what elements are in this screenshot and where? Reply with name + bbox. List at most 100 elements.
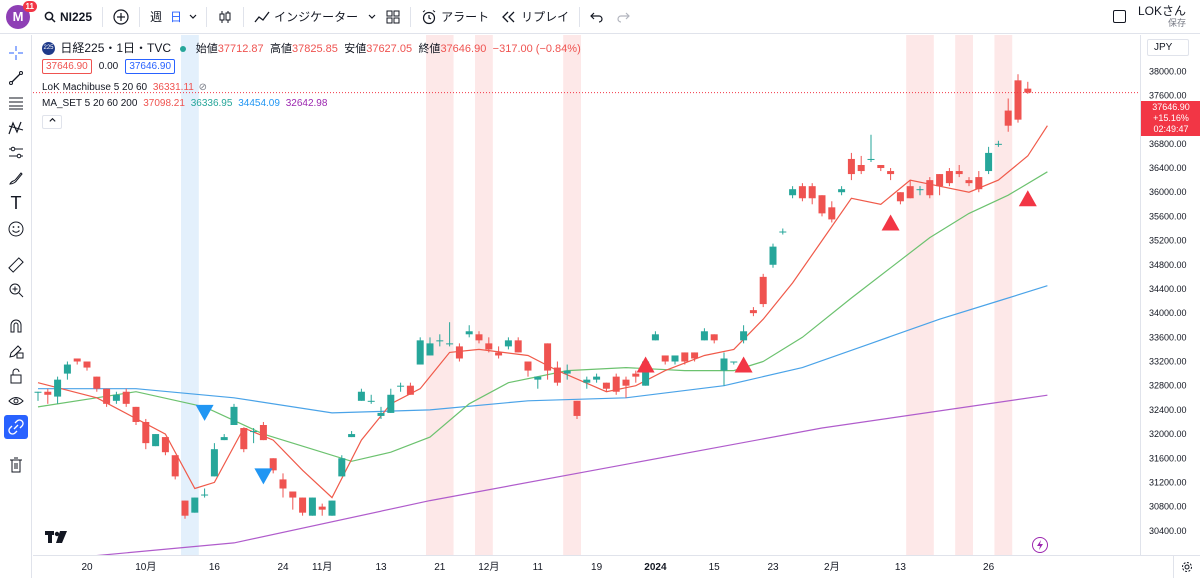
interval-dropdown[interactable] [184,0,202,34]
candle [348,431,356,438]
candle-body [289,491,297,498]
indicators-dropdown[interactable] [364,0,380,34]
currency-selector[interactable]: JPY [1147,39,1189,56]
zoom-tool[interactable] [4,278,28,302]
visibility-tool[interactable] [4,389,28,413]
checkbox-icon [1112,10,1126,23]
buy-button[interactable]: 37646.90 [125,59,176,74]
crosshair-icon [9,46,23,60]
lock-drawing-tool[interactable] [4,339,28,363]
candle-style-button[interactable] [211,0,239,34]
text-tool[interactable]: T [4,191,28,215]
candle-body [475,334,483,341]
chart-pane[interactable]: 225 日経225・1日・TVC 始値37712.87 高値37825.85 安… [33,35,1140,555]
indicator-legend-1[interactable]: LoK Machibuse 5 20 60 36331.11 ⊘ [42,82,207,93]
candle [240,428,248,453]
avatar[interactable]: M 11 [6,0,37,29]
candle [651,331,659,341]
pattern-tool[interactable] [4,116,28,140]
layouts-button[interactable] [380,0,406,34]
market-status-icon [180,45,187,52]
horizontal-lines-icon [9,97,23,110]
interval-day-button[interactable]: 日 [170,10,183,24]
pencil-lock-icon [9,345,24,359]
candle-body [553,367,561,383]
compare-symbol-button[interactable] [107,0,135,34]
indicators-button[interactable]: インジケーター [248,0,364,34]
alert-button[interactable]: アラート [415,0,495,34]
candle-body [318,506,326,510]
candle [622,376,630,398]
candle-body [504,340,512,347]
series-title[interactable]: 日経225・1日・TVC [60,41,172,55]
time-tick-label: 12月 [478,561,499,573]
candle-body [740,331,748,341]
link-icon [8,419,24,435]
candle [583,376,591,389]
candle [965,177,973,187]
candle [906,180,914,199]
ma20-line [37,171,1048,462]
candle [328,500,336,516]
candle-body [93,376,101,389]
candle [818,195,826,217]
candle [112,391,120,404]
undo-button[interactable] [584,0,610,34]
sync-drawings-tool[interactable] [4,415,28,439]
highlight-band [563,35,581,555]
candle [926,177,934,199]
symbol-search-button[interactable]: NI225 [38,0,98,34]
candle-body [210,449,218,477]
candle [416,337,424,365]
candle-body [1024,88,1032,93]
replay-button[interactable]: リプレイ [495,0,575,34]
time-tick-label: 2024 [644,562,667,573]
buy-signal-marker [881,214,900,231]
symbol-logo: 225 [42,42,55,56]
price-tick-label: 36000.00 [1149,187,1187,197]
price-chart[interactable] [33,35,1140,555]
ma5-value: 37098.21 [143,98,185,109]
price-tick-label: 32800.00 [1149,381,1187,391]
fib-tool[interactable] [4,91,28,115]
candle [985,146,993,175]
collapse-legend-button[interactable] [42,115,62,129]
candle-body [651,334,659,341]
settings-button[interactable] [1173,556,1200,578]
price-axis[interactable]: JPY 38000.00 37600.00 36800.00 36400.00 3600… [1140,35,1200,555]
sell-button[interactable]: 37646.90 [42,59,92,74]
time-tick-label: 11月 [312,561,332,573]
projection-tool[interactable] [4,141,28,165]
magnet-tool[interactable] [4,314,28,338]
redo-button[interactable] [610,0,636,34]
time-tick-label: 2月 [824,561,840,573]
candle-body [524,361,532,371]
lightning-button[interactable] [1032,537,1048,553]
bar-countdown: 02:49:47 [1153,124,1189,134]
candle-body [681,352,689,362]
indicator-legend-2[interactable]: MA_SET 5 20 60 200 37098.21 36336.95 344… [42,98,327,109]
candle [475,331,483,344]
remove-drawings-tool[interactable] [4,453,28,477]
candle [514,337,522,353]
interval-week-button[interactable]: 週 [150,10,163,24]
candle-body [1004,110,1012,126]
layout-toggle[interactable] [1107,0,1132,34]
buy-signal-marker [1018,190,1037,207]
top-toolbar: M 11 NI225 週 日 インジケーター アラート リプレイ [0,0,1200,34]
crosshair-tool[interactable] [4,41,28,65]
measure-tool[interactable] [4,253,28,277]
brush-tool[interactable] [4,166,28,190]
candle [289,491,297,510]
candle-body [661,355,669,362]
save-layout-button[interactable]: LOKさん 保存 [1132,0,1200,34]
price-tick-label: 34400.00 [1149,284,1187,294]
time-axis[interactable]: 20 10月 16 24 11月 13 21 12月 11 19 2024 15 23 2月 13 26 [33,555,1200,578]
candle-body [985,152,993,172]
lock-tool[interactable] [4,364,28,388]
plus-circle-icon [113,8,129,25]
candle-body [808,186,816,199]
emoji-tool[interactable] [4,217,28,241]
time-tick-label: 15 [709,562,721,573]
trend-line-tool[interactable] [4,66,28,90]
